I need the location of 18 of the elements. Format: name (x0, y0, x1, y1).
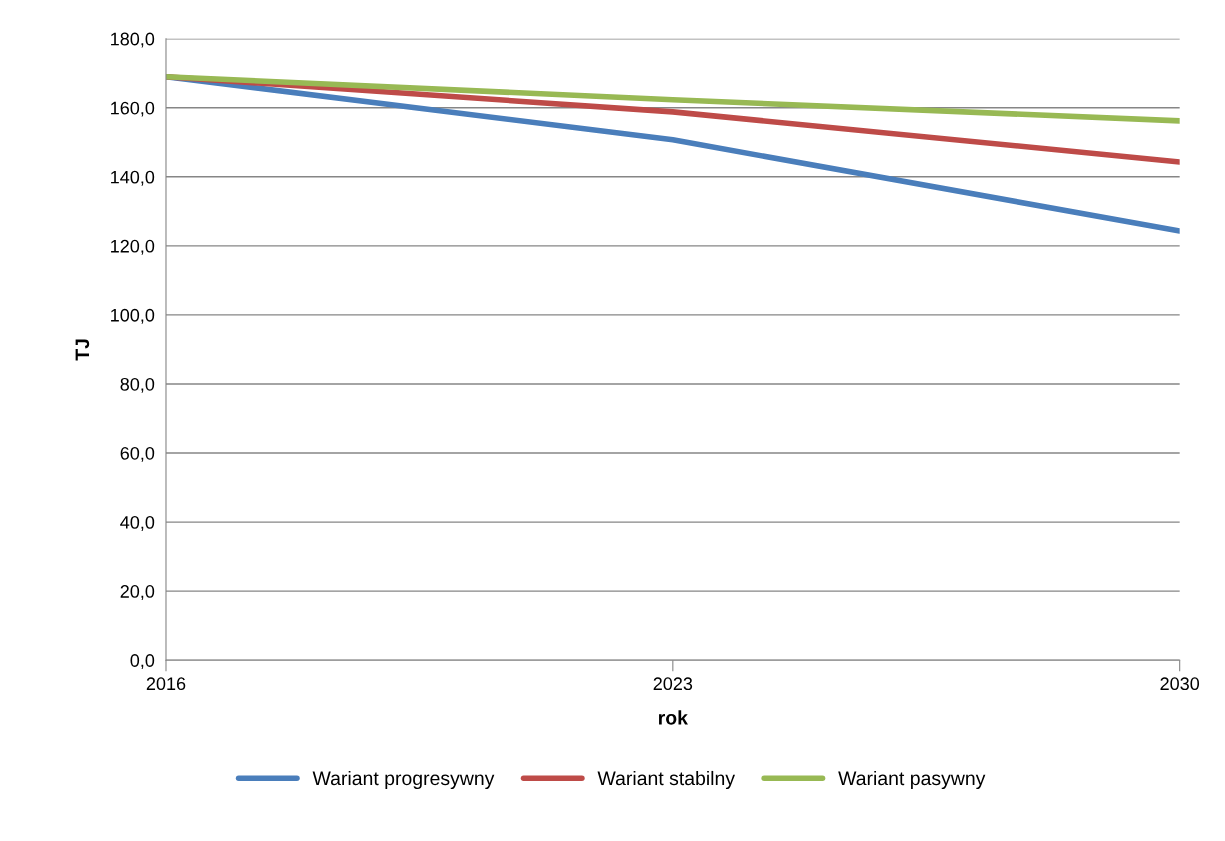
y-tick-label: 140,0 (111, 170, 155, 186)
y-tick-label: 80,0 (120, 377, 155, 393)
y-tick-label: 20,0 (120, 585, 155, 600)
y-tick-label: 40,0 (120, 516, 155, 531)
legend-label: Wariant pasywny (838, 770, 986, 790)
legend-label: Wariant progresywny (312, 770, 495, 790)
y-tick-label: 160,0 (111, 101, 155, 117)
x-tick-label: 2030 (1160, 677, 1200, 691)
legend-label: Wariant stabilny (597, 770, 736, 790)
y-tick-label: 60,0 (120, 446, 155, 462)
y-tick-label: 180,0 (111, 32, 155, 48)
y-tick-label: 120,0 (111, 239, 155, 255)
x-tick-label: 2016 (146, 677, 186, 691)
y-tick-label: 100,0 (111, 308, 155, 324)
y-tick-label: 0,0 (130, 654, 155, 670)
y-axis-title: TJ (75, 339, 90, 361)
x-axis-title: rok (658, 710, 688, 725)
x-tick-label: 2023 (653, 677, 693, 691)
